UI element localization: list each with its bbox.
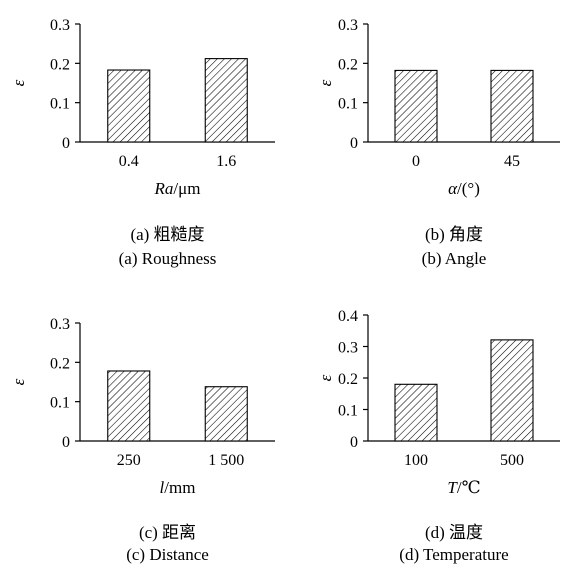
chart-1-ytick-label: 0: [62, 135, 70, 152]
chart-4-ytick-label: 0.2: [338, 371, 358, 388]
chart-2-ytick-label: 0.1: [338, 96, 358, 113]
chart-1-xtick-label: 1.6: [216, 153, 236, 170]
chart-3-xlabel-symbol: l: [160, 478, 165, 497]
chart-2-bar: [490, 69, 534, 143]
chart-3-xtick-label: 250: [117, 452, 141, 469]
chart-4-ylabel: ε: [316, 374, 335, 381]
chart-1-xlabel-unit: /μm: [173, 179, 200, 198]
chart-3-ylabel: ε: [9, 378, 28, 385]
chart-4-xlabel-symbol: T: [447, 478, 458, 497]
chart-4-ytick-label: 0: [350, 434, 358, 451]
chart-3-xtick-label: 1 500: [208, 452, 244, 469]
chart-2-xtick-label: 45: [504, 153, 520, 170]
chart-1-ytick-label: 0.1: [50, 96, 70, 113]
chart-4-xlabel-unit: /℃: [457, 478, 481, 497]
chart-4-xtick-label: 500: [500, 452, 524, 469]
chart-2-caption-en: (b) Angle: [422, 249, 487, 268]
chart-1-xtick-label: 0.4: [119, 153, 139, 170]
chart-2-ytick-label: 0: [350, 135, 358, 152]
chart-2-ytick-label: 0.3: [338, 17, 358, 34]
chart-2-ytick-label: 0.2: [338, 56, 358, 73]
chart-4-bar: [490, 339, 534, 442]
chart-4-caption-en: (d) Temperature: [399, 545, 508, 564]
chart-1-ylabel: ε: [9, 79, 28, 86]
chart-2-ylabel: ε: [316, 79, 335, 86]
chart-1-bar: [107, 69, 151, 143]
chart-1-xlabel: Ra/μm: [154, 179, 201, 198]
chart-4-xtick-label: 100: [404, 452, 428, 469]
chart-2-xlabel-unit: /(°): [457, 179, 480, 198]
chart-2-xlabel-symbol: α: [448, 179, 458, 198]
chart-1-ytick-label: 0.3: [50, 17, 70, 34]
chart-4-ytick-label: 0.4: [338, 308, 358, 325]
chart-4-caption-cn: (d) 温度: [425, 523, 483, 542]
chart-3-bar: [204, 386, 248, 442]
chart-2-xlabel: α/(°): [448, 179, 480, 198]
chart-3-ytick-label: 0.1: [50, 395, 70, 412]
chart-1-xlabel-symbol: Ra: [154, 179, 174, 198]
chart-3-xlabel: l/mm: [160, 478, 196, 497]
chart-3-xlabel-unit: /mm: [164, 478, 195, 497]
chart-2-xtick-label: 0: [412, 153, 420, 170]
chart-2-caption-cn: (b) 角度: [425, 225, 483, 244]
chart-4-xlabel: T/℃: [447, 478, 480, 497]
chart-1-caption-en: (a) Roughness: [119, 249, 217, 268]
chart-3-ytick-label: 0: [62, 434, 70, 451]
chart-3-bar: [107, 370, 151, 442]
chart-3-ytick-label: 0.2: [50, 355, 70, 372]
chart-3-caption-en: (c) Distance: [126, 545, 209, 564]
chart-3-caption-cn: (c) 距离: [139, 523, 196, 542]
chart-4-ytick-label: 0.1: [338, 403, 358, 420]
chart-4-bar: [394, 383, 438, 442]
chart-4-ytick-label: 0.3: [338, 340, 358, 357]
chart-3-ytick-label: 0.3: [50, 316, 70, 333]
chart-1-bar: [204, 58, 248, 143]
chart-2-bar: [394, 69, 438, 143]
chart-1-caption-cn: (a) 粗糙度: [130, 225, 204, 244]
chart-1-ytick-label: 0.2: [50, 56, 70, 73]
